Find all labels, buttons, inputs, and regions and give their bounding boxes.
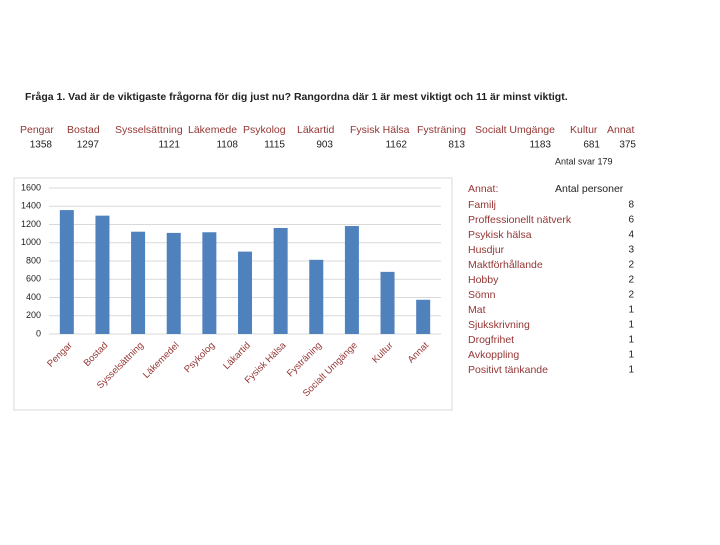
chart-frame [13,177,453,411]
other-count: 3 [628,245,634,256]
x-tick-label: Bostad [82,340,111,369]
bar [416,299,431,334]
table-value: 813 [448,140,465,151]
y-tick-label: 1400 [21,201,41,211]
table-header: Psykolog [243,124,286,136]
other-item: Psykisk hälsa [468,229,532,241]
table-value: 681 [583,140,600,151]
x-tick-label: Psykolog [182,340,217,375]
other-count: 1 [628,350,634,361]
other-item: Proffessionellt nätverk [468,214,572,226]
table-value: 1108 [216,140,238,151]
bar [344,226,359,334]
bar [202,232,217,334]
table-value: 1115 [264,140,285,151]
bar [238,251,252,334]
other-count: 6 [628,215,634,226]
other-item: Sjukskrivning [468,319,530,331]
table-value: 1121 [158,140,180,151]
other-item: Positivt tänkande [468,364,548,376]
other-item: Familj [468,199,496,211]
other-item: Mat [468,304,486,316]
bar [273,227,288,334]
table-header: Fysträning [417,124,466,136]
x-tick-label: Kultur [370,340,395,365]
other-count: 1 [628,365,634,376]
table-value: 375 [619,140,636,151]
response-count: Antal svar 179 [555,156,613,166]
bar [166,232,181,334]
table-value: 1358 [30,140,53,151]
other-item: Drogfrihet [468,334,514,346]
y-tick-label: 1000 [21,237,41,247]
bar [95,215,110,334]
other-item: Sömn [468,289,496,301]
other-item: Maktförhållande [468,259,543,271]
y-tick-label: 200 [26,310,41,320]
y-tick-label: 400 [26,292,41,302]
other-item: Husdjur [468,244,505,256]
x-tick-label: Annat [406,340,432,366]
x-tick-label: Läkartid [221,340,253,372]
x-tick-label: Läkemedel [141,340,182,381]
bar [131,231,146,334]
bar [59,210,74,334]
other-item: Hobby [468,274,499,286]
table-header: Socialt Umgänge [475,124,555,136]
other-count: 2 [628,275,634,286]
table-value: 1162 [385,140,407,151]
y-tick-label: 600 [26,274,41,284]
other-count: 2 [628,260,634,271]
table-header: Pengar [20,124,54,136]
question-title: Fråga 1. Vad är de viktigaste frågorna f… [25,91,568,103]
x-tick-label: Pengar [45,340,74,369]
table-header: Bostad [67,124,100,136]
table-value: 1183 [529,140,551,151]
y-tick-label: 0 [36,328,41,338]
table-header: Fysisk Hälsa [350,124,410,136]
bar [309,259,324,334]
table-value: 903 [316,140,333,151]
other-count: 4 [628,230,634,241]
other-count: 2 [628,290,634,301]
table-value: 1297 [77,140,100,151]
other-count: 8 [628,200,634,211]
other-item: Avkoppling [468,349,519,361]
count-heading: Antal personer [555,183,624,195]
table-header: Läkemede [188,124,237,136]
table-header: Annat [607,124,635,136]
y-tick-label: 800 [26,255,41,265]
other-heading: Annat: [468,183,498,195]
other-count: 1 [628,320,634,331]
table-header: Sysselsättning [115,124,183,136]
table-header: Läkartid [297,124,335,136]
bar [380,271,395,334]
other-count: 1 [628,305,634,316]
table-header: Kultur [570,124,598,136]
y-tick-label: 1600 [21,182,41,192]
other-count: 1 [628,335,634,346]
y-tick-label: 1200 [21,219,41,229]
